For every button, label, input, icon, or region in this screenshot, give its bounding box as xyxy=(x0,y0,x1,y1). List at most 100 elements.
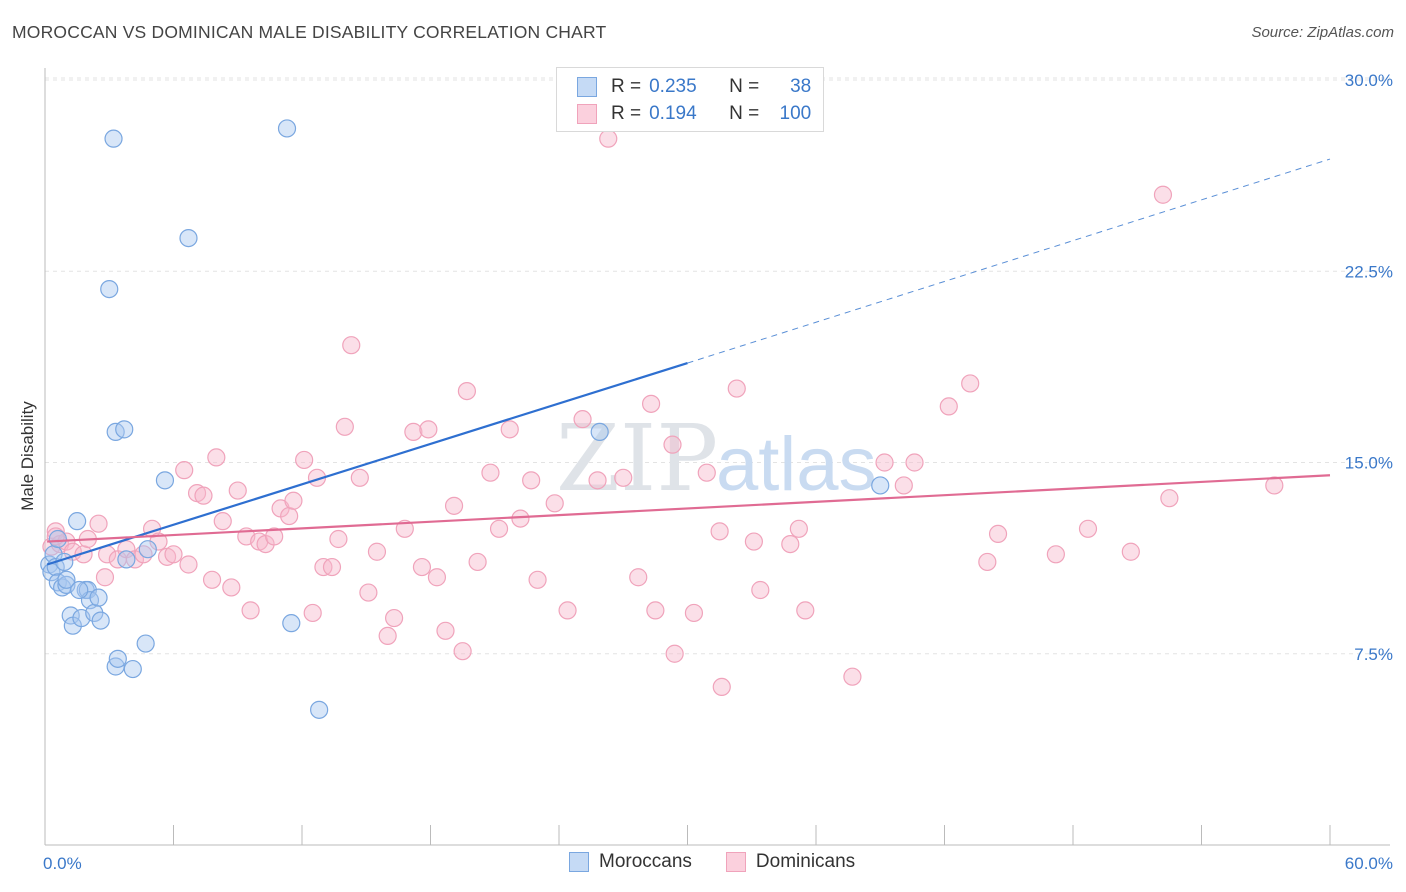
dominican-point xyxy=(329,529,348,549)
dominican-point xyxy=(588,471,607,490)
n-value: 38 xyxy=(790,76,812,97)
dominican-point xyxy=(641,394,661,413)
n-label: N = xyxy=(729,103,760,124)
dominican-point xyxy=(894,476,913,495)
moroccan-point xyxy=(136,634,155,653)
dominican-point xyxy=(939,397,958,416)
moroccan-point xyxy=(48,529,67,549)
dominican-point xyxy=(284,491,303,510)
dominican-point xyxy=(241,601,260,620)
dominican-point xyxy=(194,486,213,505)
dominican-point xyxy=(751,580,770,600)
legend-label-moroccans: Moroccans xyxy=(599,851,692,872)
dominican-point xyxy=(175,461,194,480)
moroccan-point xyxy=(91,611,110,630)
moroccan-point xyxy=(100,280,119,299)
moroccan-point xyxy=(108,649,127,668)
dominican-point xyxy=(444,496,464,515)
dominican-point xyxy=(684,603,704,623)
moroccan-point xyxy=(282,614,301,633)
dominican-point xyxy=(500,420,519,439)
legend-item-moroccans: Moroccans xyxy=(569,851,692,873)
moroccans-points xyxy=(40,119,890,719)
dominicans-legend-swatch xyxy=(725,852,746,872)
dominican-point xyxy=(1046,545,1065,564)
grid-layer xyxy=(45,77,1390,655)
dominican-point xyxy=(404,422,423,441)
dominican-point xyxy=(384,608,404,628)
correlation-legend: R = 0.235 N = 38 R = 0.194 N = 100 xyxy=(556,67,824,132)
dominican-point xyxy=(665,644,684,663)
dominican-point xyxy=(614,468,633,487)
y-tick-label: 30.0% xyxy=(1345,71,1393,90)
dominican-point xyxy=(781,534,800,554)
dominican-point xyxy=(395,519,414,538)
dominican-point xyxy=(359,583,378,602)
moroccan-point xyxy=(115,420,134,439)
moroccan-point xyxy=(138,540,157,559)
dominican-point xyxy=(207,448,226,467)
moroccans-swatch xyxy=(577,77,597,97)
dominican-point xyxy=(789,519,808,538)
dominicans-points xyxy=(42,129,1284,697)
dominican-point xyxy=(697,463,716,482)
dominican-point xyxy=(712,677,731,697)
dominican-point xyxy=(663,435,682,454)
y-axis-label: Male Disability xyxy=(18,401,37,511)
series-legend: Moroccans Dominicans xyxy=(569,851,889,873)
dominican-point xyxy=(1160,489,1179,508)
y-tick-label: 7.5% xyxy=(1354,645,1393,664)
dominican-point xyxy=(511,509,530,528)
dominican-point xyxy=(978,552,997,572)
x-tick-label-min: 0.0% xyxy=(43,854,82,873)
dominican-point xyxy=(796,601,815,620)
moroccans-trend-extension xyxy=(687,158,1331,364)
dominicans-swatch xyxy=(577,104,597,124)
moroccan-point xyxy=(310,700,329,719)
dominican-point xyxy=(468,552,487,572)
dominican-point xyxy=(436,621,455,640)
dominican-point xyxy=(522,471,541,490)
chart-title: MOROCCAN VS DOMINICAN MALE DISABILITY CO… xyxy=(12,22,607,42)
dominican-point xyxy=(545,494,564,513)
moroccan-point xyxy=(277,119,297,138)
trend-lines xyxy=(46,158,1331,566)
dominican-point xyxy=(905,453,924,472)
dominican-point xyxy=(1153,185,1173,204)
y-tick-label: 22.5% xyxy=(1345,262,1393,281)
moroccans-legend-swatch xyxy=(569,852,589,872)
dominican-point xyxy=(489,519,509,538)
dominican-point xyxy=(303,603,322,623)
dominican-point xyxy=(528,570,547,589)
moroccan-point xyxy=(70,580,89,600)
dominican-point xyxy=(457,382,477,401)
dominican-point xyxy=(95,568,115,587)
legend-label-dominicans: Dominicans xyxy=(755,851,856,872)
dominican-point xyxy=(322,557,342,577)
axis-layer: 7.5% 15.0% 22.5% 30.0% 0.0% 60.0% xyxy=(43,68,1393,873)
n-value: 100 xyxy=(779,103,812,124)
dominican-point xyxy=(843,667,862,686)
r-label: R = xyxy=(611,76,642,97)
moroccan-point xyxy=(871,476,890,495)
moroccan-point xyxy=(123,659,142,679)
dominican-point xyxy=(295,450,314,470)
r-label: R = xyxy=(611,103,642,124)
legend-item-dominicans: Dominicans xyxy=(725,851,856,873)
dominicans-trend-line xyxy=(47,474,1331,543)
dominican-point xyxy=(213,512,232,531)
dominican-point xyxy=(481,463,500,482)
y-tick-label: 15.0% xyxy=(1345,454,1393,473)
x-tick-label-max: 60.0% xyxy=(1345,854,1393,873)
moroccans-trend-line xyxy=(46,362,688,566)
r-value: 0.194 xyxy=(649,103,697,124)
dominican-point xyxy=(961,374,980,393)
dominican-point xyxy=(378,626,397,646)
watermark: ZIP atlas xyxy=(556,405,877,512)
moroccan-point xyxy=(57,570,76,589)
dominican-point xyxy=(453,642,472,661)
moroccan-point xyxy=(104,129,123,148)
dominican-point xyxy=(265,527,284,546)
dominican-point xyxy=(342,336,361,355)
